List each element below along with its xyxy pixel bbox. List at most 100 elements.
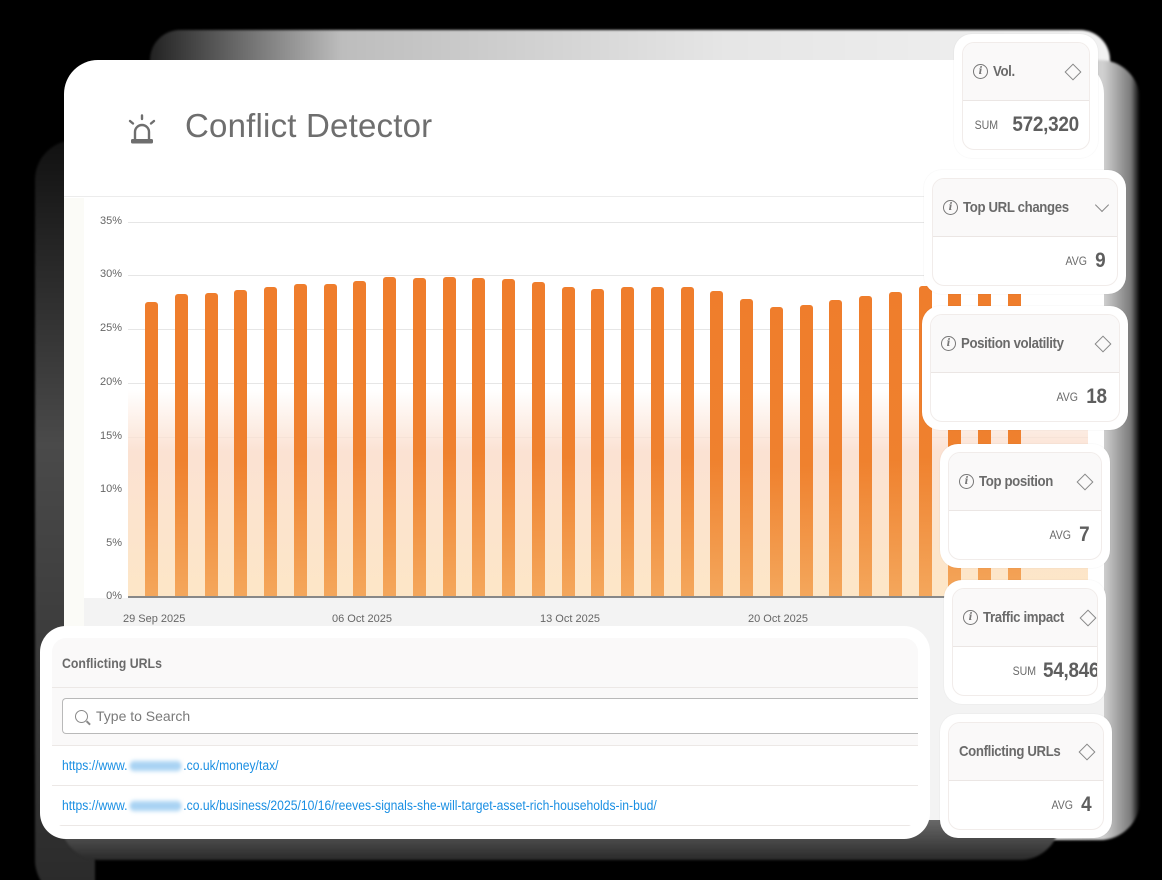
bar[interactable] <box>353 281 367 597</box>
metric-value: 54,846 <box>1042 659 1097 683</box>
y-tick: 15% <box>99 430 122 442</box>
bar[interactable] <box>502 278 515 597</box>
bar[interactable] <box>859 296 872 597</box>
aggregation-label: SUM <box>1012 664 1037 679</box>
bar[interactable] <box>799 304 813 597</box>
bar[interactable] <box>829 300 843 597</box>
metric-label: Position volatility <box>961 335 1064 353</box>
aggregation-label: SUM <box>974 118 999 133</box>
metric-card-top-url-changes[interactable]: i Top URL changes AVG 9 <box>924 170 1126 294</box>
chevron-down-icon[interactable] <box>1094 197 1110 212</box>
y-tick: 20% <box>99 376 122 388</box>
search-input[interactable] <box>96 708 855 724</box>
sort-icon[interactable] <box>1078 743 1096 761</box>
info-icon[interactable]: i <box>963 610 978 626</box>
bar[interactable] <box>561 287 575 597</box>
sort-icon[interactable] <box>1064 63 1082 81</box>
search-icon <box>75 709 88 723</box>
bar[interactable] <box>264 287 277 597</box>
url-list-item[interactable]: https://www. .co.uk/money/tax/ <box>52 746 918 786</box>
metric-card-vol[interactable]: i Vol. SUM 572,320 <box>954 34 1098 158</box>
metric-value: 572,320 <box>1012 113 1079 137</box>
redacted-domain <box>129 760 182 771</box>
panel-title: Conflicting URLs <box>62 654 162 671</box>
metric-label: Top position <box>979 473 1053 491</box>
bar[interactable] <box>650 287 664 597</box>
x-tick: 20 Oct 2025 <box>748 613 808 625</box>
y-tick: 5% <box>106 537 122 549</box>
sort-icon[interactable] <box>1079 609 1097 627</box>
metric-value: 18 <box>1086 385 1108 409</box>
url-prefix: https://www. <box>62 798 128 813</box>
x-axis <box>128 596 1088 598</box>
bar[interactable] <box>531 282 545 597</box>
gridline <box>128 275 1088 276</box>
aggregation-label: AVG <box>1056 390 1078 405</box>
metric-card-top-position[interactable]: i Top position AVG 7 <box>940 444 1110 568</box>
metric-value: 9 <box>1094 249 1106 273</box>
metric-card-traffic-impact[interactable]: i Traffic impact SUM 54,846 <box>944 580 1106 704</box>
chart-left-margin <box>64 198 84 638</box>
sort-icon[interactable] <box>1094 335 1112 353</box>
conflicting-urls-panel: Conflicting URLs https://www. .co.uk/mone… <box>40 626 930 839</box>
bar[interactable] <box>145 302 158 597</box>
bar[interactable] <box>888 291 902 597</box>
y-tick: 0% <box>106 590 122 602</box>
panel-header: Conflicting URLs <box>52 638 918 688</box>
url-suffix: .co.uk/money/tax/ <box>183 758 279 773</box>
bar[interactable] <box>234 289 248 597</box>
y-tick: 10% <box>99 483 122 495</box>
info-icon[interactable]: i <box>973 64 988 80</box>
aggregation-label: AVG <box>1051 798 1074 813</box>
info-icon[interactable]: i <box>959 474 974 490</box>
metric-card-position-volatility[interactable]: i Position volatility AVG 18 <box>922 306 1128 430</box>
redacted-domain <box>129 800 182 811</box>
bar[interactable] <box>442 276 456 597</box>
y-tick: 30% <box>99 268 122 280</box>
page-title: Conflict Detector <box>185 107 433 144</box>
bar[interactable] <box>621 287 634 597</box>
gridline <box>128 383 1088 384</box>
url-link[interactable]: https://www. .co.uk/business/2025/10/16/r… <box>62 798 657 813</box>
gridline <box>128 329 1088 330</box>
metric-label: Traffic impact <box>983 609 1064 627</box>
bar[interactable] <box>412 277 426 597</box>
bar[interactable] <box>769 306 783 597</box>
metric-label: Top URL changes <box>963 199 1069 217</box>
bar[interactable] <box>591 288 605 597</box>
x-tick: 29 Sep 2025 <box>123 613 186 625</box>
url-prefix: https://www. <box>62 758 128 773</box>
y-tick: 35% <box>99 215 122 227</box>
siren-icon <box>128 114 156 144</box>
sort-icon[interactable] <box>1076 473 1094 491</box>
y-tick: 25% <box>99 322 122 334</box>
search-row <box>52 688 918 746</box>
bar[interactable] <box>740 299 753 597</box>
url-list-item[interactable]: https://www. .co.uk/business/2025/10/16/r… <box>52 786 918 826</box>
bar-series <box>64 60 1104 820</box>
bar[interactable] <box>472 277 486 597</box>
aggregation-label: AVG <box>1049 528 1072 543</box>
gridline <box>128 222 1088 223</box>
metric-value: 7 <box>1078 523 1090 547</box>
bar[interactable] <box>293 284 307 597</box>
x-tick: 13 Oct 2025 <box>540 613 600 625</box>
bar[interactable] <box>710 290 724 597</box>
card-header: Conflict Detector <box>64 60 1104 197</box>
url-suffix: .co.uk/business/2025/10/16/reeves-signal… <box>183 798 657 813</box>
bar[interactable] <box>323 284 337 597</box>
x-tick: 06 Oct 2025 <box>332 613 392 625</box>
aggregation-label: AVG <box>1065 254 1088 269</box>
bar[interactable] <box>204 292 218 597</box>
bar[interactable] <box>383 276 396 597</box>
info-icon[interactable]: i <box>943 200 958 216</box>
url-link[interactable]: https://www. .co.uk/money/tax/ <box>62 758 279 773</box>
metric-label: Conflicting URLs <box>959 743 1061 761</box>
metric-card-conflicting-urls[interactable]: Conflicting URLs AVG 4 <box>940 714 1112 838</box>
info-icon[interactable]: i <box>941 336 956 352</box>
bar[interactable] <box>680 287 694 597</box>
bar[interactable] <box>174 293 188 597</box>
metric-label: Vol. <box>993 63 1015 81</box>
metric-value: 4 <box>1080 793 1092 817</box>
search-field[interactable] <box>62 698 918 734</box>
